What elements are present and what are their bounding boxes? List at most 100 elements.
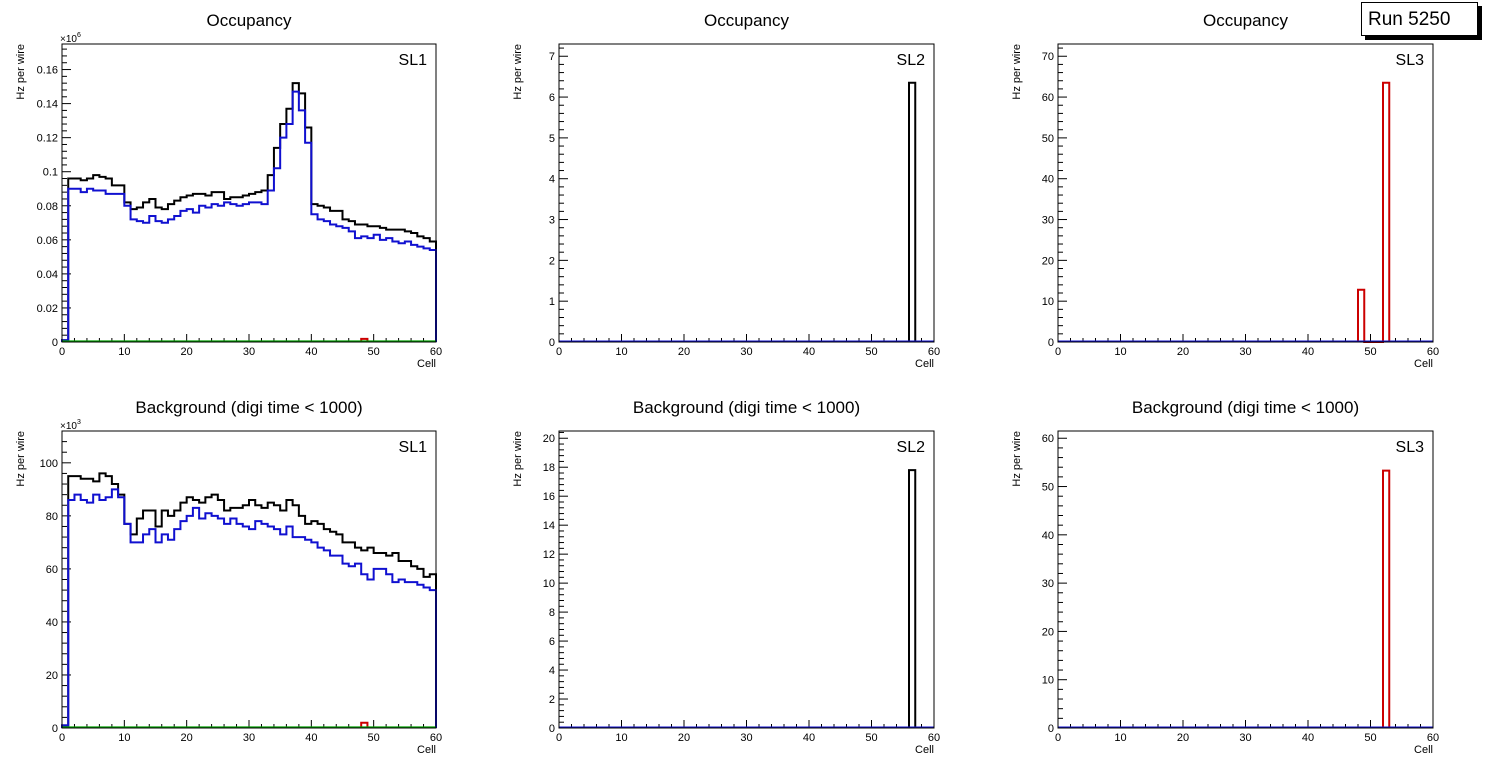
- panel-bottom-left: Background (digi time < 1000) 0 10 20 30 40 50…: [15, 398, 442, 756]
- series-red: [1382, 469, 1391, 728]
- y-tick-label: 14: [543, 520, 555, 532]
- y-tick-label: 8: [549, 607, 555, 619]
- x-tick-label: 10: [1114, 732, 1126, 744]
- plot-frame: [1057, 430, 1434, 729]
- superlayer-label: SL2: [897, 52, 926, 69]
- x-axis-label: Cell: [417, 744, 436, 756]
- y-tick-label: 30: [1042, 215, 1054, 227]
- x-tick-label: 0: [1055, 732, 1061, 744]
- x-axis-label: Cell: [417, 358, 436, 370]
- y-tick-label: 0.06: [37, 235, 58, 247]
- y-tick-label: 0: [1048, 337, 1054, 349]
- x-tick-label: 10: [118, 346, 130, 358]
- superlayer-label: SL3: [1396, 52, 1425, 69]
- y-tick-label: 40: [1042, 530, 1054, 542]
- y-tick-label: 60: [46, 564, 58, 576]
- y-tick-label: 20: [1042, 255, 1054, 267]
- y-tick-label: 0: [52, 723, 58, 735]
- series-red: [1357, 81, 1391, 343]
- series-black: [61, 82, 437, 342]
- y-tick-label: 0: [52, 337, 58, 349]
- plot-frame: [61, 43, 437, 343]
- x-tick-label: 40: [305, 732, 317, 744]
- y-tick-label: 0.08: [37, 201, 58, 213]
- x-axis-label: Cell: [915, 744, 934, 756]
- y-tick-label: 2: [549, 694, 555, 706]
- x-tick-label: 50: [865, 732, 877, 744]
- x-tick-label: 30: [1239, 346, 1251, 358]
- x-axis-label: Cell: [1414, 358, 1433, 370]
- y-tick-label: 6: [549, 92, 555, 104]
- y-tick-label: 0.02: [37, 303, 58, 315]
- y-tick-label: 20: [1042, 626, 1054, 638]
- x-tick-label: 0: [59, 346, 65, 358]
- y-tick-label: 12: [543, 549, 555, 561]
- y-tick-label: 0.04: [37, 269, 58, 281]
- x-tick-label: 10: [118, 732, 130, 744]
- y-tick-label: 4: [549, 665, 555, 677]
- plot-frame: [558, 43, 935, 343]
- axis-exponent: ×106: [60, 32, 81, 45]
- y-tick-label: 1: [549, 296, 555, 308]
- x-tick-label: 20: [678, 346, 690, 358]
- x-tick-label: 40: [803, 732, 815, 744]
- series-black: [908, 81, 917, 342]
- y-tick-label: 50: [1042, 482, 1054, 494]
- panel-bottom-right: Background (digi time < 1000) 0 10 20 30 40 50…: [1011, 398, 1439, 756]
- x-tick-label: 0: [59, 732, 65, 744]
- chart-title: Occupancy: [206, 11, 292, 30]
- y-tick-label: 60: [1042, 433, 1054, 445]
- superlayer-label: SL1: [399, 52, 428, 69]
- x-tick-label: 30: [1239, 732, 1251, 744]
- x-tick-label: 40: [803, 346, 815, 358]
- series-black: [908, 469, 917, 728]
- superlayer-label: SL3: [1396, 439, 1425, 456]
- chart-title: Background (digi time < 1000): [135, 398, 362, 417]
- series-blue: [61, 488, 437, 728]
- chart-title: Background (digi time < 1000): [633, 398, 860, 417]
- plot-frame: [61, 430, 437, 729]
- y-tick-label: 3: [549, 215, 555, 227]
- x-tick-label: 10: [1114, 346, 1126, 358]
- x-tick-label: 30: [740, 346, 752, 358]
- x-tick-label: 20: [181, 346, 193, 358]
- y-tick-label: 2: [549, 255, 555, 267]
- run-number-label: Run 5250: [1361, 2, 1478, 36]
- chart-title: Occupancy: [704, 11, 790, 30]
- y-tick-label: 6: [549, 636, 555, 648]
- y-tick-label: 20: [543, 433, 555, 445]
- x-tick-label: 30: [243, 732, 255, 744]
- y-axis-label: Hz per wire: [1011, 431, 1023, 487]
- series-black: [61, 472, 437, 728]
- chart-title: Background (digi time < 1000): [1132, 398, 1359, 417]
- y-tick-label: 70: [1042, 51, 1054, 63]
- x-tick-label: 60: [928, 346, 940, 358]
- x-tick-label: 50: [368, 346, 380, 358]
- y-tick-label: 18: [543, 462, 555, 474]
- y-axis-label: Hz per wire: [512, 431, 524, 487]
- plot-frame: [1057, 43, 1434, 343]
- y-tick-label: 4: [549, 174, 555, 186]
- x-tick-label: 60: [928, 732, 940, 744]
- y-axis-label: Hz per wire: [1011, 44, 1023, 100]
- x-tick-label: 40: [305, 346, 317, 358]
- y-tick-label: 0.14: [37, 99, 58, 111]
- y-tick-label: 0: [1048, 723, 1054, 735]
- x-tick-label: 30: [740, 732, 752, 744]
- x-axis-label: Cell: [915, 358, 934, 370]
- x-tick-label: 0: [556, 346, 562, 358]
- y-tick-label: 10: [543, 578, 555, 590]
- x-tick-label: 40: [1302, 346, 1314, 358]
- x-tick-label: 50: [1364, 732, 1376, 744]
- x-tick-label: 20: [678, 732, 690, 744]
- y-tick-label: 7: [549, 51, 555, 63]
- plot-frame: [558, 430, 935, 729]
- y-axis-label: Hz per wire: [512, 44, 524, 100]
- y-tick-label: 10: [1042, 675, 1054, 687]
- y-tick-label: 0.16: [37, 65, 58, 77]
- x-tick-label: 20: [181, 732, 193, 744]
- series-red: [360, 721, 369, 728]
